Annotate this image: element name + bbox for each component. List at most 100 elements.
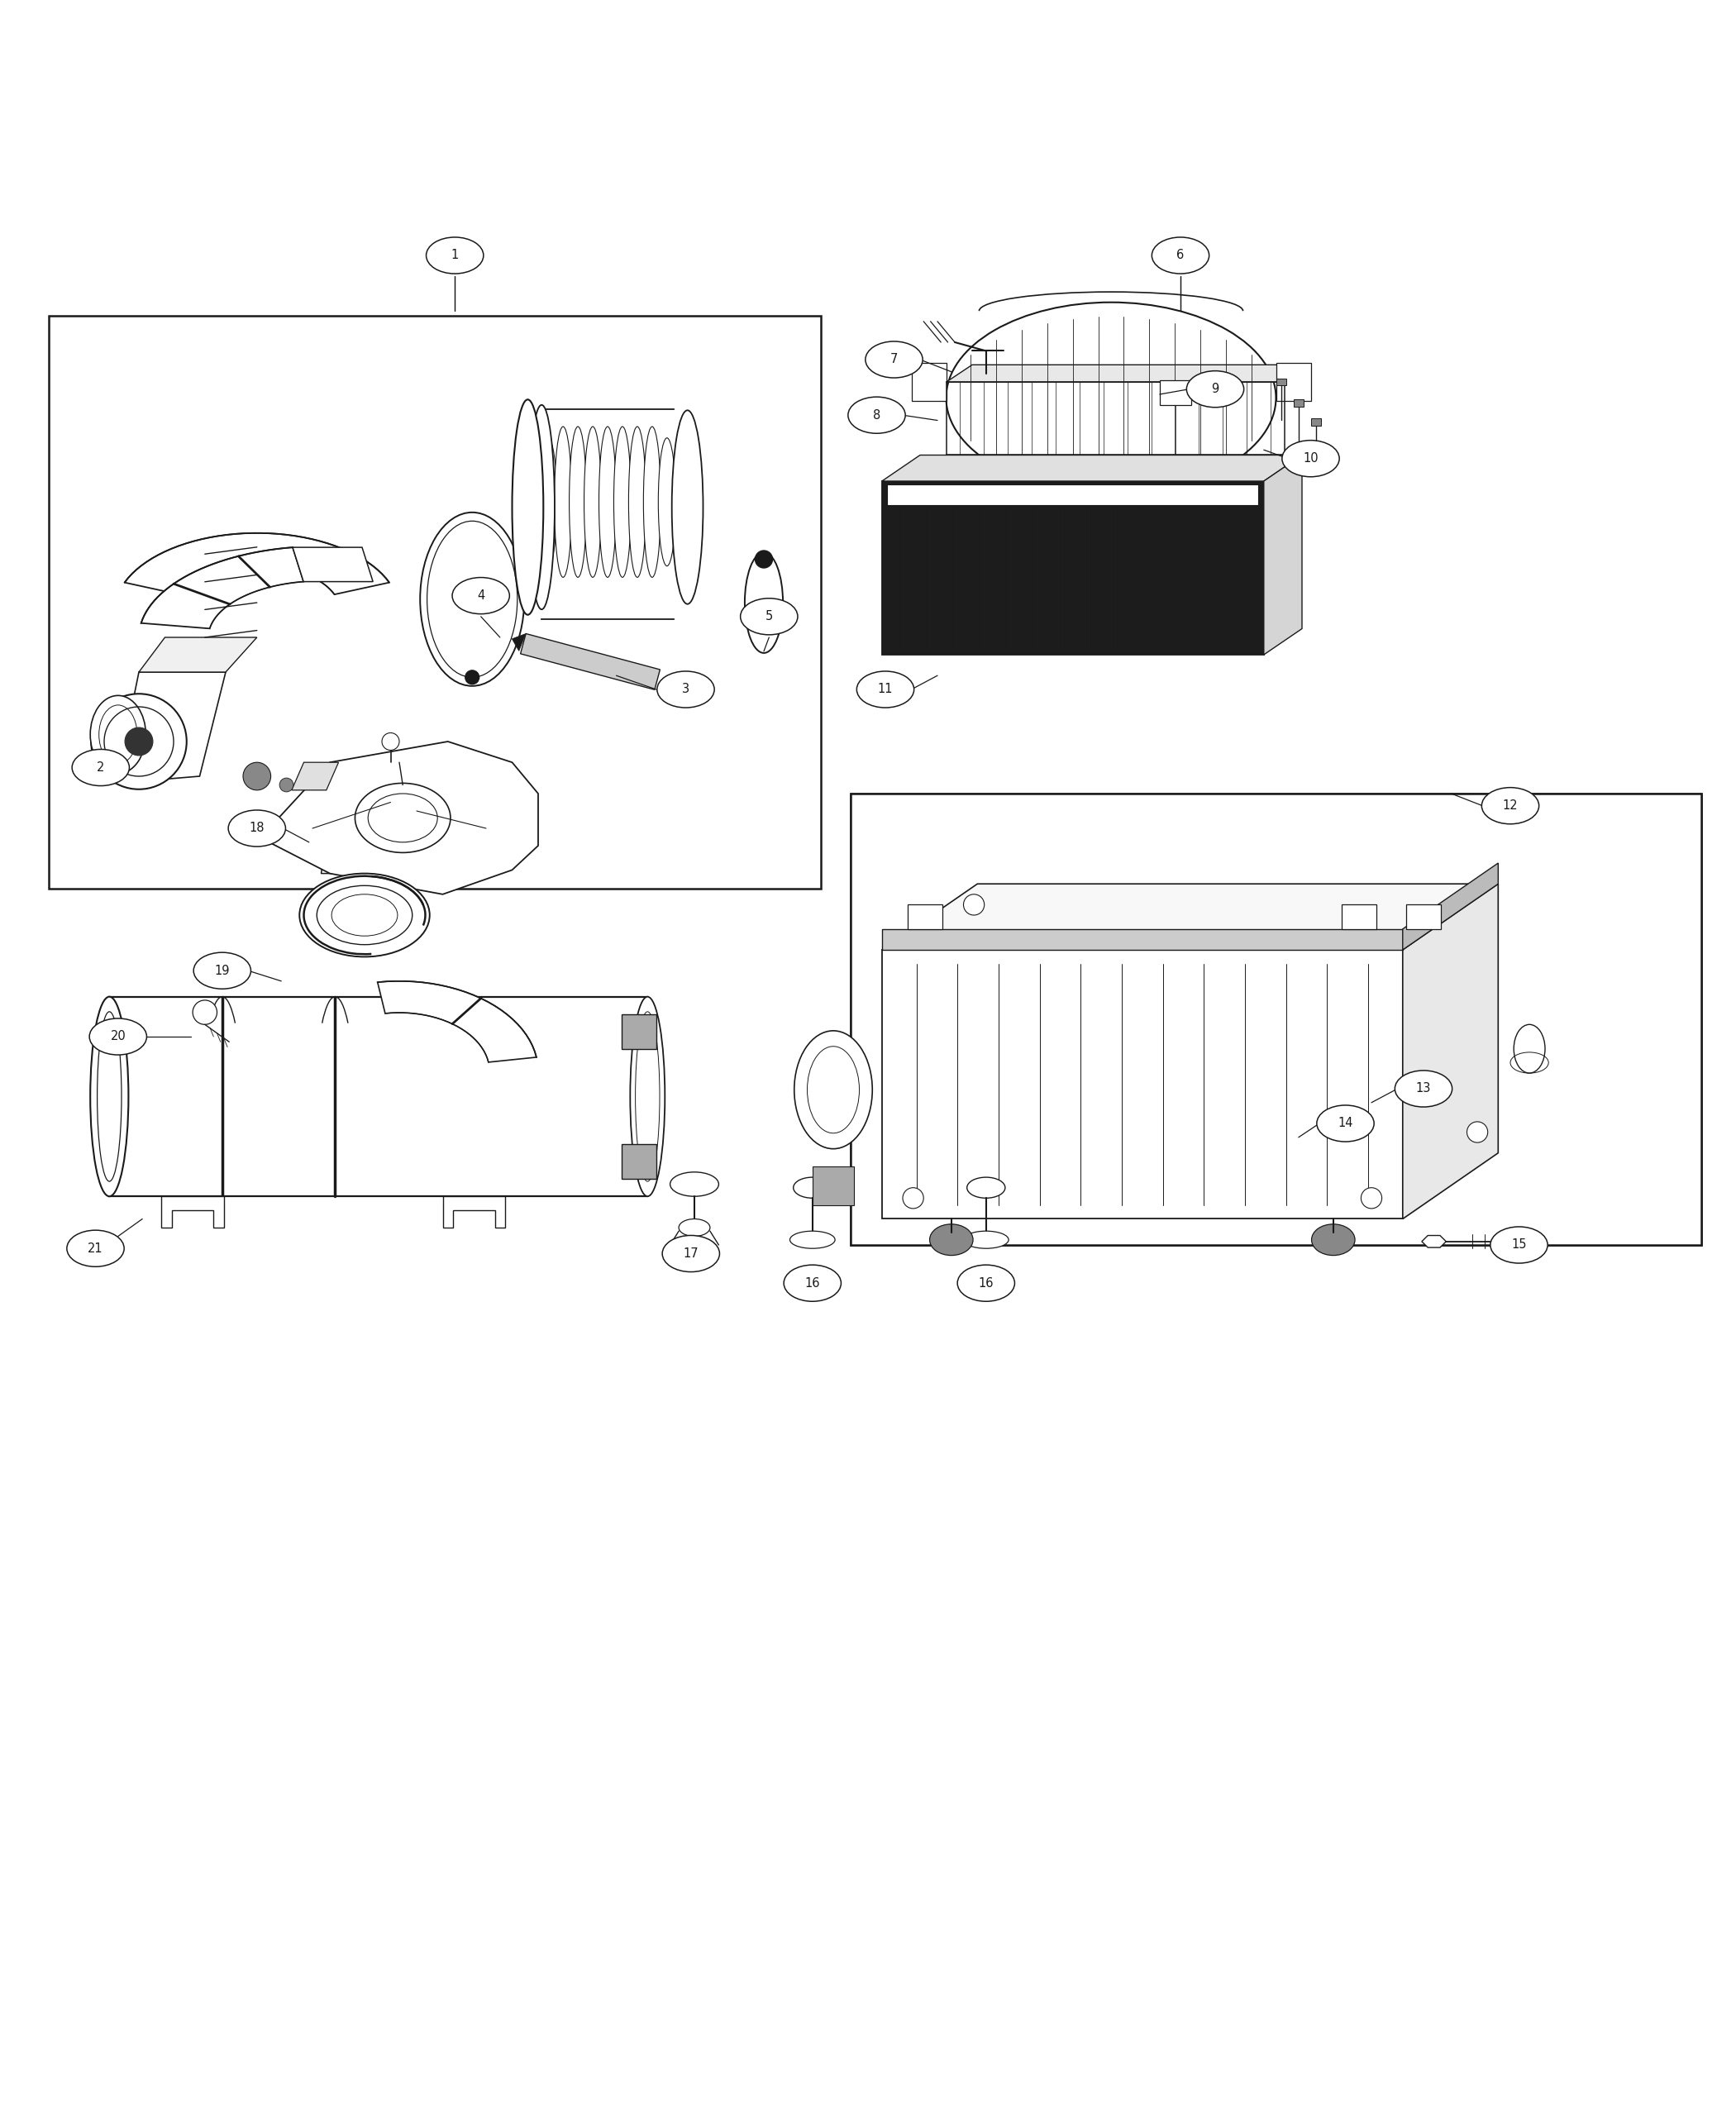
- Ellipse shape: [356, 784, 451, 852]
- Bar: [1342, 904, 1377, 930]
- Text: 16: 16: [806, 1277, 819, 1290]
- Polygon shape: [812, 1168, 854, 1206]
- Bar: [851, 793, 1701, 1246]
- Circle shape: [382, 734, 399, 750]
- Circle shape: [1361, 1187, 1382, 1208]
- Ellipse shape: [790, 1231, 835, 1248]
- Ellipse shape: [529, 405, 556, 609]
- Circle shape: [903, 1187, 924, 1208]
- Polygon shape: [141, 548, 304, 628]
- Text: 7: 7: [891, 354, 898, 367]
- Bar: [887, 485, 1259, 506]
- Ellipse shape: [554, 426, 571, 578]
- Ellipse shape: [1481, 788, 1540, 824]
- Text: 17: 17: [684, 1248, 698, 1261]
- Text: 19: 19: [215, 965, 229, 976]
- Circle shape: [125, 727, 153, 755]
- Ellipse shape: [946, 301, 1276, 493]
- Ellipse shape: [1153, 238, 1208, 274]
- Ellipse shape: [930, 1225, 974, 1256]
- Polygon shape: [1422, 1235, 1446, 1248]
- Ellipse shape: [963, 1231, 1009, 1248]
- Bar: [49, 316, 821, 890]
- Ellipse shape: [865, 341, 924, 377]
- Polygon shape: [621, 1014, 656, 1050]
- Polygon shape: [882, 883, 1498, 951]
- Polygon shape: [882, 930, 1403, 951]
- Ellipse shape: [793, 1176, 832, 1197]
- Bar: [1406, 904, 1441, 930]
- Polygon shape: [139, 637, 257, 672]
- Polygon shape: [125, 533, 389, 594]
- Ellipse shape: [427, 238, 483, 274]
- Bar: [908, 904, 943, 930]
- Ellipse shape: [795, 1031, 871, 1149]
- Circle shape: [243, 763, 271, 790]
- Text: 10: 10: [1304, 453, 1318, 464]
- Circle shape: [1467, 1121, 1488, 1143]
- Bar: [1276, 379, 1286, 386]
- Circle shape: [755, 550, 773, 567]
- Text: 3: 3: [682, 683, 689, 696]
- Text: 2: 2: [97, 761, 104, 774]
- Polygon shape: [882, 455, 1302, 481]
- Polygon shape: [512, 635, 526, 651]
- Bar: [1311, 419, 1321, 426]
- Ellipse shape: [90, 997, 128, 1197]
- Ellipse shape: [451, 578, 510, 613]
- Ellipse shape: [1514, 1024, 1545, 1073]
- Ellipse shape: [615, 426, 632, 578]
- Ellipse shape: [658, 438, 675, 565]
- Text: 14: 14: [1338, 1117, 1352, 1130]
- Ellipse shape: [785, 1265, 842, 1301]
- Polygon shape: [443, 1197, 505, 1227]
- Ellipse shape: [856, 670, 915, 708]
- Ellipse shape: [656, 670, 715, 708]
- Text: 9: 9: [1212, 384, 1219, 396]
- Polygon shape: [293, 548, 373, 582]
- Bar: [911, 363, 946, 401]
- Ellipse shape: [583, 426, 601, 578]
- Text: 13: 13: [1417, 1084, 1430, 1094]
- Polygon shape: [882, 951, 1403, 1218]
- Bar: [1293, 401, 1304, 407]
- Ellipse shape: [847, 396, 906, 434]
- Ellipse shape: [644, 426, 661, 578]
- Circle shape: [193, 999, 217, 1024]
- Ellipse shape: [420, 512, 524, 685]
- Polygon shape: [946, 365, 1311, 382]
- Polygon shape: [1403, 883, 1498, 1218]
- Ellipse shape: [1316, 1105, 1375, 1143]
- Ellipse shape: [71, 748, 130, 786]
- Ellipse shape: [569, 426, 587, 578]
- Ellipse shape: [628, 426, 646, 578]
- Ellipse shape: [672, 411, 703, 605]
- Ellipse shape: [1396, 1071, 1451, 1107]
- Ellipse shape: [745, 552, 783, 653]
- Ellipse shape: [1489, 1227, 1549, 1263]
- Polygon shape: [116, 672, 226, 784]
- Ellipse shape: [740, 599, 797, 635]
- Text: 6: 6: [1177, 249, 1184, 261]
- Ellipse shape: [229, 809, 285, 847]
- Circle shape: [963, 894, 984, 915]
- Ellipse shape: [90, 696, 146, 774]
- Circle shape: [465, 670, 479, 685]
- Bar: [851, 793, 1701, 1246]
- Text: 8: 8: [873, 409, 880, 422]
- Circle shape: [279, 778, 293, 793]
- Polygon shape: [1403, 862, 1498, 951]
- Ellipse shape: [1281, 441, 1340, 476]
- Text: 15: 15: [1512, 1240, 1526, 1252]
- Ellipse shape: [540, 438, 557, 565]
- Text: 4: 4: [477, 590, 484, 603]
- Ellipse shape: [299, 873, 431, 957]
- Text: 12: 12: [1503, 799, 1517, 812]
- Polygon shape: [161, 1197, 224, 1227]
- Ellipse shape: [630, 997, 665, 1197]
- Ellipse shape: [1312, 1225, 1356, 1256]
- Bar: [882, 481, 1264, 656]
- Ellipse shape: [670, 1172, 719, 1197]
- Polygon shape: [1264, 455, 1302, 656]
- Ellipse shape: [193, 953, 252, 989]
